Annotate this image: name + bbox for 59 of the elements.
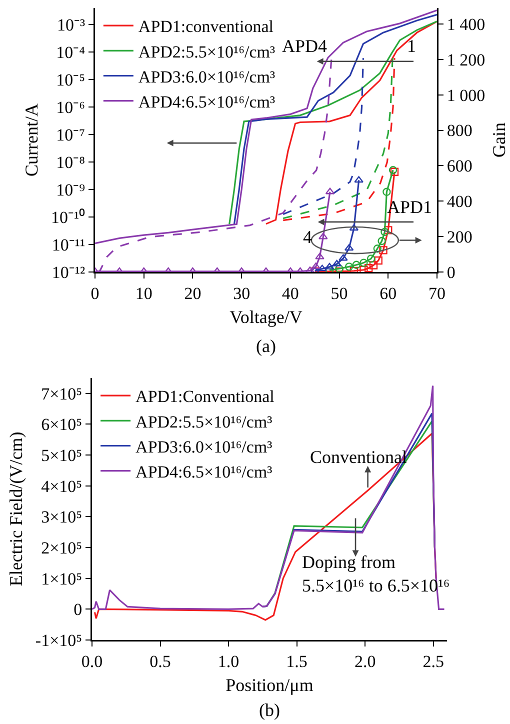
y2-tick-label: 1 000 <box>446 86 486 105</box>
y-tick-label: -1×10⁵ <box>35 630 82 650</box>
y-tick-label: 3×10⁵ <box>41 508 82 527</box>
x-axis-title: Position/μm <box>226 674 314 695</box>
x-tick-label: 60 <box>380 284 397 303</box>
legend-label: APD2:5.5×10¹⁶/cm³ <box>138 42 276 62</box>
x-tick-label: 0 <box>90 284 100 303</box>
annotation: APD4 <box>282 36 328 56</box>
y-tick-label: 10⁻¹¹ <box>52 235 86 254</box>
y-tick-label: 10⁻¹⁰ <box>50 208 86 227</box>
y2-tick-label: 0 <box>446 262 456 282</box>
legend-label: APD4:6.5×10¹⁶/cm³ <box>138 92 276 112</box>
y-tick-label: 10⁻⁷ <box>56 125 86 144</box>
y-tick-label: 0 <box>74 600 82 620</box>
x-tick-label: 20 <box>184 284 202 303</box>
y2-tick-label: 400 <box>446 192 472 212</box>
y-tick-label: 2×10⁵ <box>41 538 82 558</box>
legend-label: APD2:5.5×10¹⁶/cm³ <box>136 412 272 432</box>
legend-label: APD4:6.5×10¹⁶/cm³ <box>136 462 272 482</box>
x-tick-label: 2.0 <box>354 652 376 671</box>
x-axis-title: Voltage/V <box>230 306 302 327</box>
y2-tick-label: 1 200 <box>446 50 486 70</box>
y2-tick-label: 800 <box>446 121 472 140</box>
y-tick-label: 10⁻³ <box>56 16 86 34</box>
y-tick-label: 4×10⁵ <box>41 476 82 496</box>
y-tick-label: 10⁻¹² <box>52 262 86 282</box>
y2-tick-label: 600 <box>446 156 472 176</box>
y2-tick-label: 1 400 <box>446 14 486 34</box>
x-tick-label: 1.5 <box>286 652 308 671</box>
y-tick-label: 5×10⁵ <box>41 446 82 466</box>
y-tick-label: 10⁻⁵ <box>56 70 86 90</box>
y-tick-label: 1×10⁵ <box>41 569 82 588</box>
annotation: 4 <box>303 227 312 247</box>
x-tick-label: 70 <box>428 284 446 303</box>
x-tick-label: 0.5 <box>150 652 171 671</box>
legend-label: APD3:6.0×10¹⁶/cm³ <box>136 437 272 456</box>
legend-label: APD1:conventional <box>138 17 274 36</box>
x-tick-label: 2.5 <box>422 652 444 671</box>
x-tick-label: 0.0 <box>81 652 103 671</box>
x-tick-label: 40 <box>282 284 299 303</box>
y2-axis-title: Gain <box>489 122 509 158</box>
legend-label: APD1:Conventional <box>136 387 275 406</box>
y-tick-label: 10⁻⁴ <box>56 43 86 62</box>
y-tick-label: 10⁻⁹ <box>56 180 86 200</box>
x-tick-label: 1.0 <box>218 652 240 671</box>
legend-label: APD3:6.0×10¹⁶/cm³ <box>138 67 276 86</box>
x-tick-label: 50 <box>330 284 348 303</box>
y-tick-label: 7×10⁵ <box>41 384 82 404</box>
annotation: 1 <box>407 36 416 56</box>
x-tick-label: 10 <box>135 284 152 303</box>
y-axis-title: Electric Field/(V/cm) <box>6 432 26 586</box>
text: (b) <box>259 700 280 720</box>
y-tick-label: 10⁻⁶ <box>56 98 86 117</box>
x-tick-label: 30 <box>233 284 250 303</box>
y2-tick-label: 200 <box>446 228 472 247</box>
y-tick-label: 6×10⁵ <box>41 415 82 434</box>
y-axis-title: Current/A <box>21 104 42 176</box>
y-tick-label: 10⁻⁸ <box>56 152 86 172</box>
text: (a) <box>256 336 276 356</box>
